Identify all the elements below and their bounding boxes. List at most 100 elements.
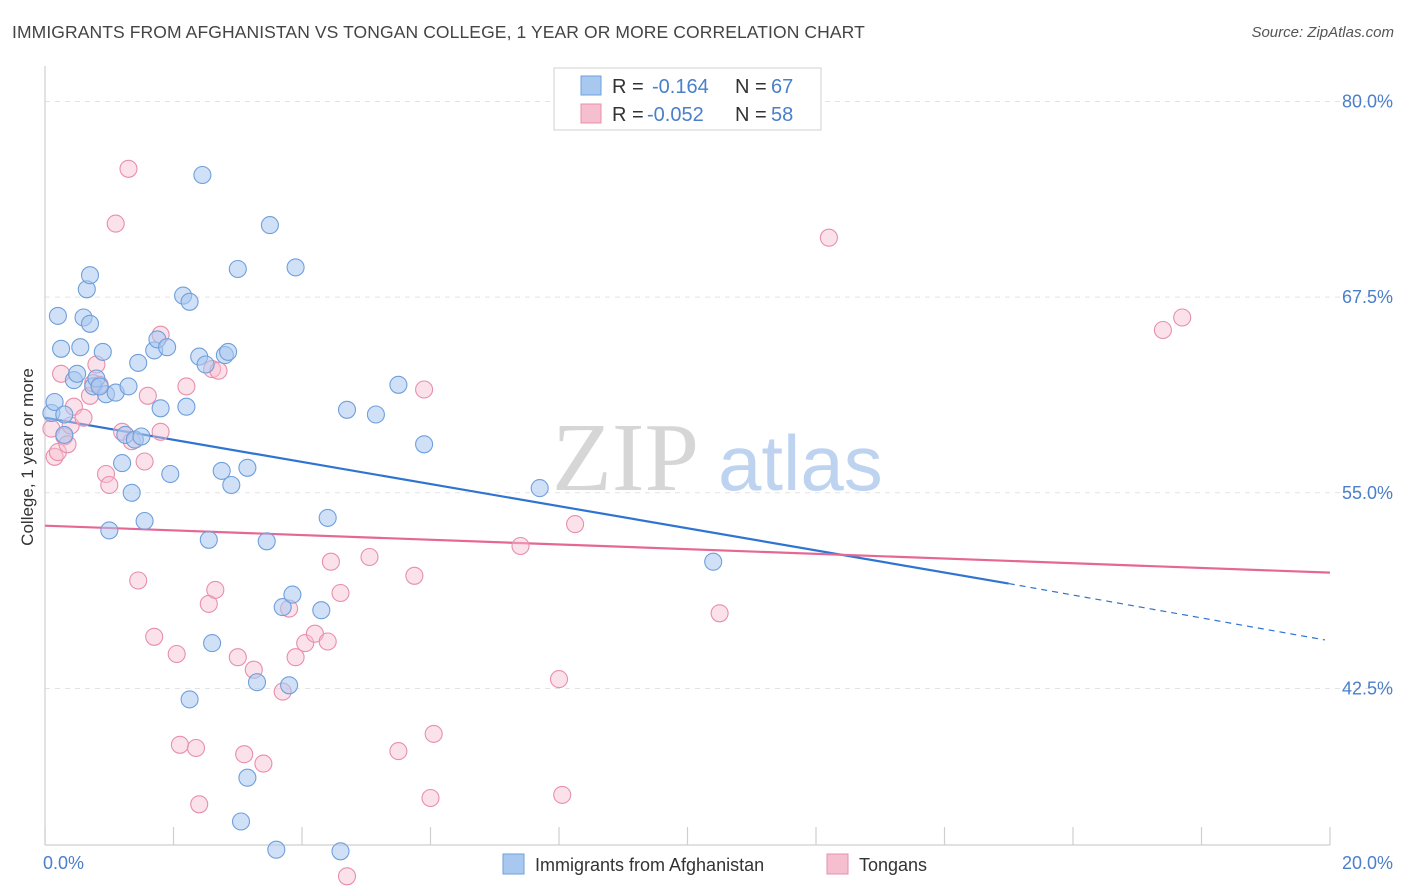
point-afghanistan: [231, 812, 251, 831]
point-afghanistan: [286, 258, 305, 277]
point-afghanistan: [704, 552, 723, 571]
point-tongans: [549, 670, 569, 689]
point-tongans: [566, 515, 585, 534]
point-afghanistan: [180, 690, 199, 709]
point-tongans: [138, 386, 157, 405]
point-afghanistan: [312, 601, 331, 620]
point-tongans: [389, 742, 408, 761]
point-afghanistan: [337, 400, 357, 419]
point-afghanistan: [331, 842, 350, 861]
point-afghanistan: [135, 511, 154, 531]
bottom-legend-label-tongans: Tongans: [859, 855, 927, 875]
x-tick-label-min: 0.0%: [43, 853, 84, 873]
point-afghanistan: [52, 339, 71, 358]
point-afghanistan: [48, 306, 67, 325]
regression-lines: [44, 416, 1331, 641]
series-legend: Immigrants from Afghanistan Tongans: [502, 853, 927, 875]
point-afghanistan: [90, 377, 109, 396]
point-tongans: [177, 377, 196, 396]
legend-swatch-pink: [580, 103, 602, 124]
legend-n-value-1: 67: [771, 76, 793, 98]
point-afghanistan: [530, 479, 549, 498]
point-tongans: [1173, 308, 1192, 327]
point-tongans: [286, 648, 305, 667]
point-afghanistan: [267, 840, 286, 859]
point-afghanistan: [280, 676, 299, 695]
point-tongans: [151, 422, 170, 441]
point-afghanistan: [247, 673, 267, 692]
point-tongans: [1153, 320, 1172, 340]
data-points: [42, 159, 1192, 886]
gridlines: [45, 100, 1392, 689]
point-afghanistan: [119, 377, 138, 396]
point-tongans: [119, 159, 138, 178]
point-tongans: [318, 632, 337, 651]
point-afghanistan: [283, 585, 302, 604]
point-afghanistan: [318, 508, 337, 527]
bottom-legend-swatch-pink: [826, 853, 849, 875]
point-afghanistan: [180, 292, 199, 311]
point-tongans: [415, 380, 434, 399]
point-afghanistan: [68, 364, 87, 383]
point-afghanistan: [80, 314, 100, 333]
point-tongans: [710, 604, 729, 623]
watermark-atlas: atlas: [718, 419, 883, 507]
point-afghanistan: [238, 458, 257, 477]
point-afghanistan: [199, 530, 218, 549]
point-tongans: [135, 452, 154, 471]
point-tongans: [74, 408, 93, 427]
bottom-legend-label-afghanistan: Immigrants from Afghanistan: [535, 855, 764, 875]
point-afghanistan: [100, 521, 119, 540]
point-afghanistan: [366, 405, 385, 424]
y-tick-label: 42.5%: [1342, 678, 1393, 698]
point-afghanistan: [161, 464, 180, 484]
point-afghanistan: [273, 598, 292, 617]
legend-n-label-2: N =: [735, 104, 767, 126]
point-afghanistan: [113, 454, 132, 473]
point-tongans: [228, 648, 247, 667]
point-afghanistan: [219, 342, 238, 361]
point-tongans: [254, 754, 273, 773]
point-afghanistan: [212, 461, 231, 480]
legend-swatch-blue: [580, 75, 602, 96]
point-tongans: [167, 644, 186, 664]
legend-r-value-1: -0.164: [652, 76, 709, 98]
point-afghanistan: [177, 397, 196, 416]
point-tongans: [96, 464, 116, 484]
regression-afghanistan-dashed: [1008, 583, 1326, 641]
point-tongans: [321, 552, 340, 571]
watermark-zip: ZIP: [552, 404, 699, 512]
point-afghanistan: [260, 216, 279, 235]
x-tick-label-max: 20.0%: [1342, 853, 1393, 873]
point-afghanistan: [222, 475, 241, 495]
y-tick-label: 67.5%: [1342, 287, 1393, 307]
point-afghanistan: [196, 355, 215, 374]
point-tongans: [360, 547, 379, 567]
point-tongans: [553, 785, 572, 804]
y-tick-label: 80.0%: [1342, 91, 1393, 111]
point-afghanistan: [415, 435, 434, 454]
point-tongans: [405, 566, 424, 585]
point-tongans: [129, 571, 148, 590]
y-axis-title: College, 1 year or more: [18, 368, 37, 546]
point-afghanistan: [158, 338, 177, 357]
point-afghanistan: [93, 342, 112, 361]
point-afghanistan: [389, 375, 408, 394]
point-tongans: [331, 583, 350, 603]
legend-r-label-2: R =: [612, 104, 644, 126]
source-credit: Source: ZipAtlas.com: [1251, 24, 1394, 41]
point-tongans: [421, 788, 440, 808]
point-afghanistan: [71, 338, 90, 357]
point-afghanistan: [193, 165, 212, 185]
y-tick-label: 55.0%: [1342, 483, 1393, 503]
point-afghanistan: [132, 427, 151, 446]
point-tongans: [296, 634, 315, 653]
point-tongans: [424, 724, 443, 743]
point-afghanistan: [129, 353, 148, 372]
point-tongans: [106, 214, 125, 233]
point-afghanistan: [238, 768, 257, 787]
point-afghanistan: [203, 634, 222, 653]
correlation-legend: R = -0.164 N = 67 R = -0.052 N = 58: [553, 67, 822, 131]
point-tongans: [190, 795, 209, 814]
